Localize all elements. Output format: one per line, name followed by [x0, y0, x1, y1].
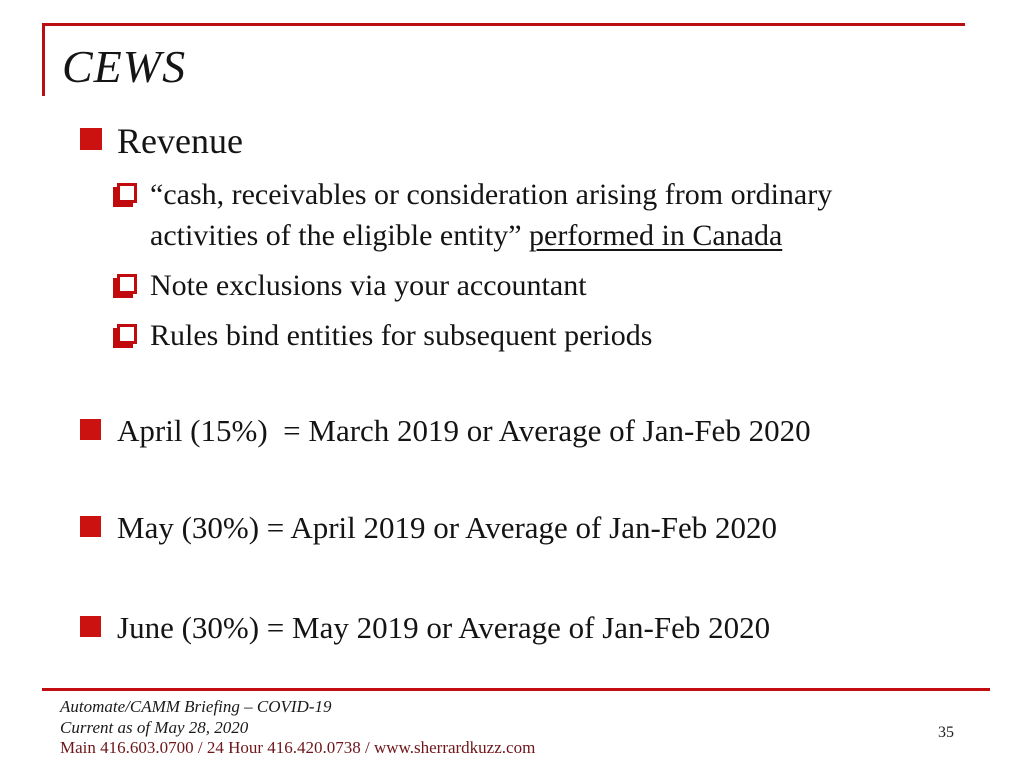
page-title: CEWS: [62, 41, 187, 92]
square-bullet-icon: [80, 128, 102, 150]
square-bullet-icon: [80, 616, 101, 637]
square-bullet-icon: [80, 419, 101, 440]
subbullet-rules: Rules bind entities for subsequent perio…: [113, 315, 973, 356]
subbullet-rules-text: Rules bind entities for subsequent perio…: [150, 319, 653, 352]
bullet-april-text: April (15%) = March 2019 or Average of J…: [117, 413, 811, 448]
bullet-revenue: Revenue: [80, 120, 243, 162]
footer-briefing-title: Automate/CAMM Briefing – COVID-19: [60, 697, 332, 716]
bullet-may-text: May (30%) = April 2019 or Average of Jan…: [117, 510, 778, 545]
bullet-june: June (30%) = May 2019 or Average of Jan-…: [80, 609, 770, 647]
checkbox-bullet-icon: [117, 324, 137, 344]
footer-contact-info: Main 416.603.0700 / 24 Hour 416.420.0738…: [60, 738, 536, 757]
square-bullet-icon: [80, 516, 101, 537]
bullet-revenue-label: Revenue: [117, 121, 243, 161]
footer-current-date: Current as of May 28, 2020: [60, 717, 249, 737]
bullet-june-text: June (30%) = May 2019 or Average of Jan-…: [117, 610, 771, 645]
bullet-may: May (30%) = April 2019 or Average of Jan…: [80, 509, 777, 547]
title-left-rule: [42, 23, 45, 96]
subbullet-exclusions: Note exclusions via your accountant: [113, 265, 973, 306]
footer: Automate/CAMM Briefing – COVID-19 Curren…: [60, 697, 535, 759]
page-number: 35: [938, 724, 954, 741]
footer-rule: [42, 688, 990, 691]
subbullet-exclusions-text: Note exclusions via your accountant: [150, 269, 587, 302]
checkbox-bullet-icon: [117, 183, 137, 203]
quote-line2: activities of the eligible entity”: [150, 219, 530, 252]
checkbox-bullet-icon: [117, 274, 137, 294]
subbullet-revenue-definition-text: “cash, receivables or consideration aris…: [150, 174, 973, 256]
title-top-rule: [42, 23, 965, 26]
bullet-april: April (15%) = March 2019 or Average of J…: [80, 412, 811, 450]
quote-line1: “cash, receivables or consideration aris…: [150, 178, 833, 211]
quote-underlined-phrase: performed in Canada: [529, 219, 783, 252]
subbullet-revenue-definition: “cash, receivables or consideration aris…: [113, 174, 973, 256]
